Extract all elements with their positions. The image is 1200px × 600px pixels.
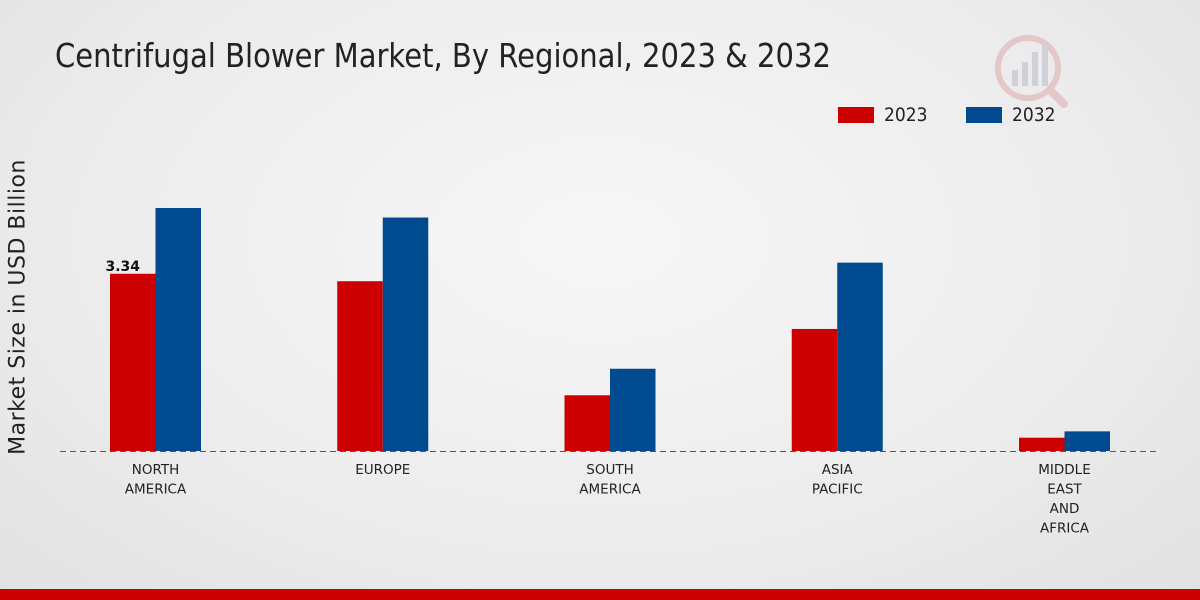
legend-swatch-2023 [838,107,874,123]
bar-2032-2 [610,368,656,451]
legend-swatch-2032 [966,107,1003,123]
x-tick-label-3: ASIA PACIFIC [812,462,863,498]
x-tick-label-1: EUROPE [355,462,410,478]
legend-label-2023: 2023 [884,104,928,126]
bar-2023-1 [337,281,383,451]
bar-2023-4 [1019,437,1065,451]
legend-item-2032: 2032 [966,104,1060,126]
bar-2032-4 [1064,431,1110,451]
x-tick-label-0: NORTH AMERICA [125,462,187,498]
bar-2032-3 [837,262,883,451]
bar-2032-0 [155,207,201,451]
legend-item-2023: 2023 [838,104,932,126]
bar-2023-3 [791,328,838,451]
watermark-logo-icon [992,30,1072,114]
legend: 2023 2032 [838,104,1095,126]
bar-2032-1 [382,217,429,451]
x-tick-label-4: MIDDLE EAST AND AFRICA [1038,462,1090,537]
bar-2023-2 [564,395,610,451]
bar-2023-0 [110,273,156,451]
chart-title: Centrifugal Blower Market, By Regional, … [55,36,831,75]
x-tick-label-2: SOUTH AMERICA [579,462,641,498]
footer-bar [0,589,1200,600]
legend-label-2032: 2032 [1012,104,1056,126]
data-label-0: 3.34 [105,259,140,275]
